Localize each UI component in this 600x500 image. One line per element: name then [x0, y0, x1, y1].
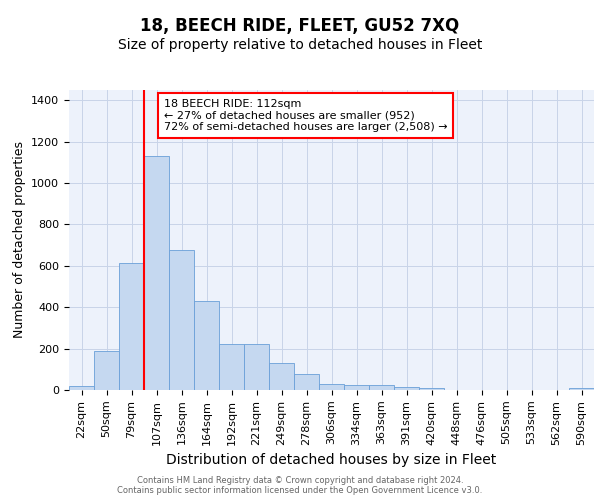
- Bar: [344, 385, 369, 390]
- Bar: [144, 156, 169, 390]
- Bar: [219, 344, 244, 390]
- Bar: [294, 374, 319, 390]
- Bar: [319, 384, 344, 390]
- Bar: [569, 388, 594, 390]
- Text: Contains HM Land Registry data © Crown copyright and database right 2024.: Contains HM Land Registry data © Crown c…: [137, 476, 463, 485]
- Text: 18 BEECH RIDE: 112sqm
← 27% of detached houses are smaller (952)
72% of semi-det: 18 BEECH RIDE: 112sqm ← 27% of detached …: [163, 99, 447, 132]
- Bar: [94, 350, 119, 390]
- Y-axis label: Number of detached properties: Number of detached properties: [13, 142, 26, 338]
- Bar: [394, 387, 419, 390]
- Bar: [69, 386, 94, 390]
- Bar: [369, 385, 394, 390]
- Text: 18, BEECH RIDE, FLEET, GU52 7XQ: 18, BEECH RIDE, FLEET, GU52 7XQ: [140, 18, 460, 36]
- Text: Size of property relative to detached houses in Fleet: Size of property relative to detached ho…: [118, 38, 482, 52]
- Bar: [244, 344, 269, 390]
- Bar: [194, 301, 219, 390]
- Bar: [419, 388, 444, 390]
- Bar: [269, 363, 294, 390]
- X-axis label: Distribution of detached houses by size in Fleet: Distribution of detached houses by size …: [166, 453, 497, 467]
- Bar: [169, 250, 194, 390]
- Bar: [119, 263, 144, 390]
- Text: Contains public sector information licensed under the Open Government Licence v3: Contains public sector information licen…: [118, 486, 482, 495]
